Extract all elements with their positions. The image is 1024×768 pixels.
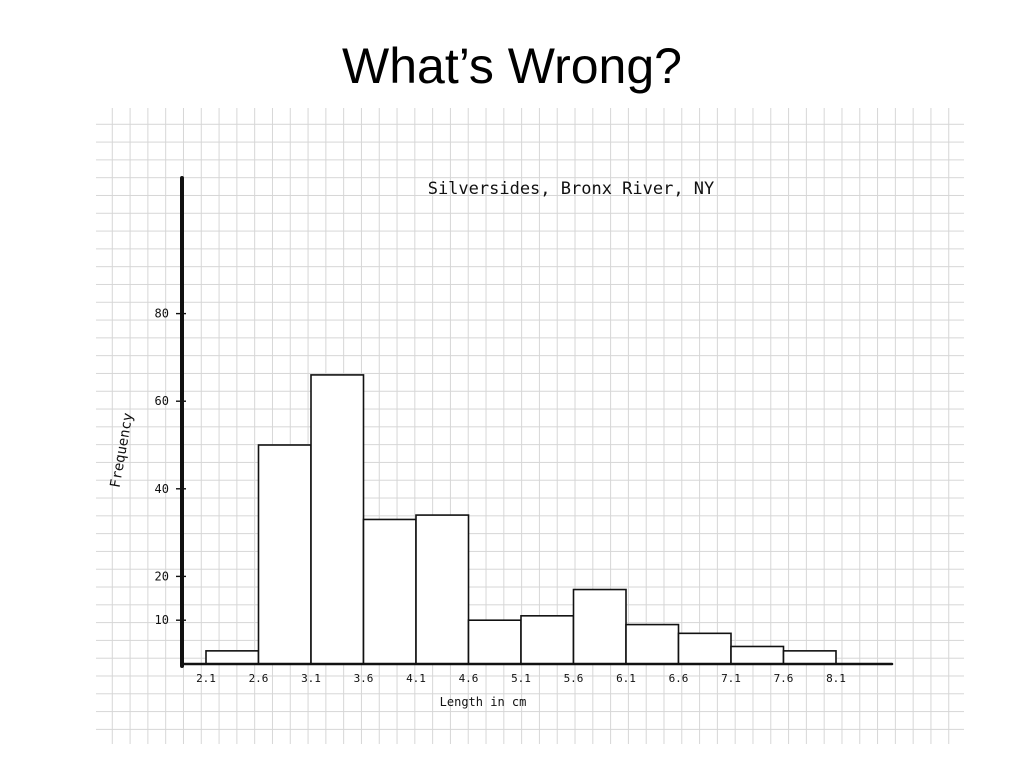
histogram-bar bbox=[782, 650, 837, 665]
histogram-bar bbox=[677, 632, 732, 665]
histogram-bar bbox=[572, 588, 627, 665]
x-tick-label: 3.6 bbox=[354, 672, 374, 685]
y-tick-label: 80 bbox=[155, 307, 169, 321]
x-axis-label: Length in cm bbox=[440, 695, 527, 709]
x-tick-label: 5.1 bbox=[511, 672, 531, 685]
x-tick-label: 3.1 bbox=[301, 672, 321, 685]
x-tick-label: 4.1 bbox=[406, 672, 426, 685]
slide-title: What’s Wrong? bbox=[342, 38, 682, 94]
y-axis-label: Frequency bbox=[108, 412, 137, 489]
histogram-bar bbox=[625, 623, 680, 665]
x-tick-label: 6.1 bbox=[616, 672, 636, 685]
x-tick-label: 7.6 bbox=[774, 672, 794, 685]
histogram-bar bbox=[467, 619, 522, 665]
y-tick-label: 10 bbox=[155, 613, 169, 627]
x-tick-label: 4.6 bbox=[459, 672, 479, 685]
ticks-layer: 10 20 40 60 80 2.1 2.6 3.1 3.6 4.1 4.6 5.1 5.6 6.1 6.6… bbox=[155, 307, 846, 685]
axes-layer bbox=[180, 176, 894, 668]
histogram-chart: 10 20 40 60 80 2.1 2.6 3.1 3.6 4.1 4.6 5.1 5.6 6.1 6.6… bbox=[108, 176, 894, 709]
histogram-bar bbox=[415, 514, 470, 665]
x-tick-label: 2.1 bbox=[196, 672, 216, 685]
histogram-bar bbox=[257, 444, 312, 665]
x-tick-label: 7.1 bbox=[721, 672, 741, 685]
histogram-bar bbox=[205, 650, 260, 665]
y-tick-label: 40 bbox=[155, 482, 169, 496]
x-tick-label: 2.6 bbox=[249, 672, 269, 685]
chart-title: Silversides, Bronx River, NY bbox=[428, 179, 715, 199]
histogram-bar bbox=[362, 518, 417, 665]
x-tick-label: 6.6 bbox=[669, 672, 689, 685]
bars-layer bbox=[205, 374, 837, 665]
x-tick-label: 8.1 bbox=[826, 672, 846, 685]
y-tick-label: 20 bbox=[155, 569, 169, 583]
graph-paper-chart: 10 20 40 60 80 2.1 2.6 3.1 3.6 4.1 4.6 5.1 5.6 6.1 6.6… bbox=[96, 108, 964, 744]
histogram-bar bbox=[310, 374, 365, 665]
y-tick-label: 60 bbox=[155, 394, 169, 408]
histogram-bar bbox=[730, 645, 785, 665]
histogram-bar bbox=[520, 615, 575, 665]
x-tick-label: 5.6 bbox=[564, 672, 584, 685]
